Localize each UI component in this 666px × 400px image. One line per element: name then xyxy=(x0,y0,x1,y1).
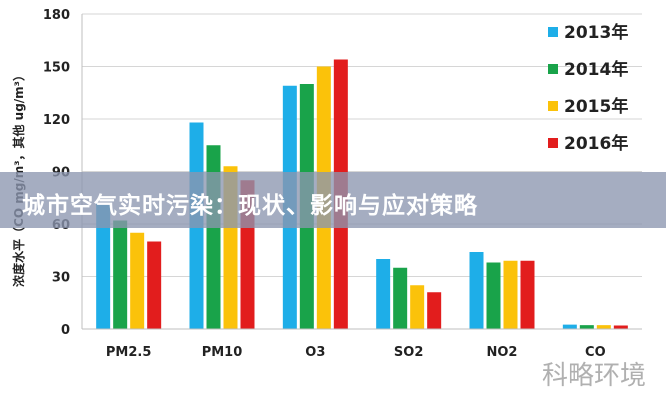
x-tick-label: PM10 xyxy=(202,345,243,360)
y-tick-label: 30 xyxy=(52,271,70,286)
bar xyxy=(520,260,535,329)
x-tick-label: PM2.5 xyxy=(106,345,152,360)
bar xyxy=(113,220,128,329)
legend-label: 2016年 xyxy=(564,133,628,154)
x-tick-label: NO2 xyxy=(487,345,518,360)
legend-label: 2015年 xyxy=(564,96,628,117)
bar xyxy=(486,262,501,329)
bar xyxy=(410,285,425,329)
legend-swatch xyxy=(548,101,558,111)
legend-swatch xyxy=(548,138,558,148)
bar xyxy=(147,241,162,329)
bar xyxy=(96,203,111,329)
x-tick-label: O3 xyxy=(305,345,325,360)
banner-title: 城市空气实时污染：现状、影响与应对策略 xyxy=(22,193,478,219)
bar xyxy=(579,325,594,329)
bar xyxy=(469,252,484,329)
legend-swatch xyxy=(548,64,558,74)
y-tick-label: 120 xyxy=(43,113,70,128)
legend-label: 2014年 xyxy=(564,59,628,80)
bar xyxy=(562,324,577,329)
legend-swatch xyxy=(548,27,558,37)
x-tick-labels: PM2.5 PM10 O3 SO2 NO2 CO xyxy=(106,345,606,360)
y-tick-label: 180 xyxy=(43,8,70,23)
bar xyxy=(427,292,442,329)
bar xyxy=(130,232,145,329)
bar xyxy=(613,325,628,329)
legend-label: 2013年 xyxy=(564,22,628,43)
bar xyxy=(596,325,611,329)
x-tick-label: CO xyxy=(585,345,606,360)
title-banner xyxy=(0,172,666,228)
watermark: 科略环境 xyxy=(541,361,646,391)
bar xyxy=(376,259,391,329)
axes xyxy=(81,14,642,330)
y-tick-label: 150 xyxy=(43,61,70,76)
bar xyxy=(503,260,518,329)
legend: 2013年 2014年 2015年 2016年 xyxy=(548,22,628,154)
x-tick-label: SO2 xyxy=(394,345,423,360)
y-tick-label: 0 xyxy=(61,323,70,338)
bar xyxy=(393,267,408,329)
